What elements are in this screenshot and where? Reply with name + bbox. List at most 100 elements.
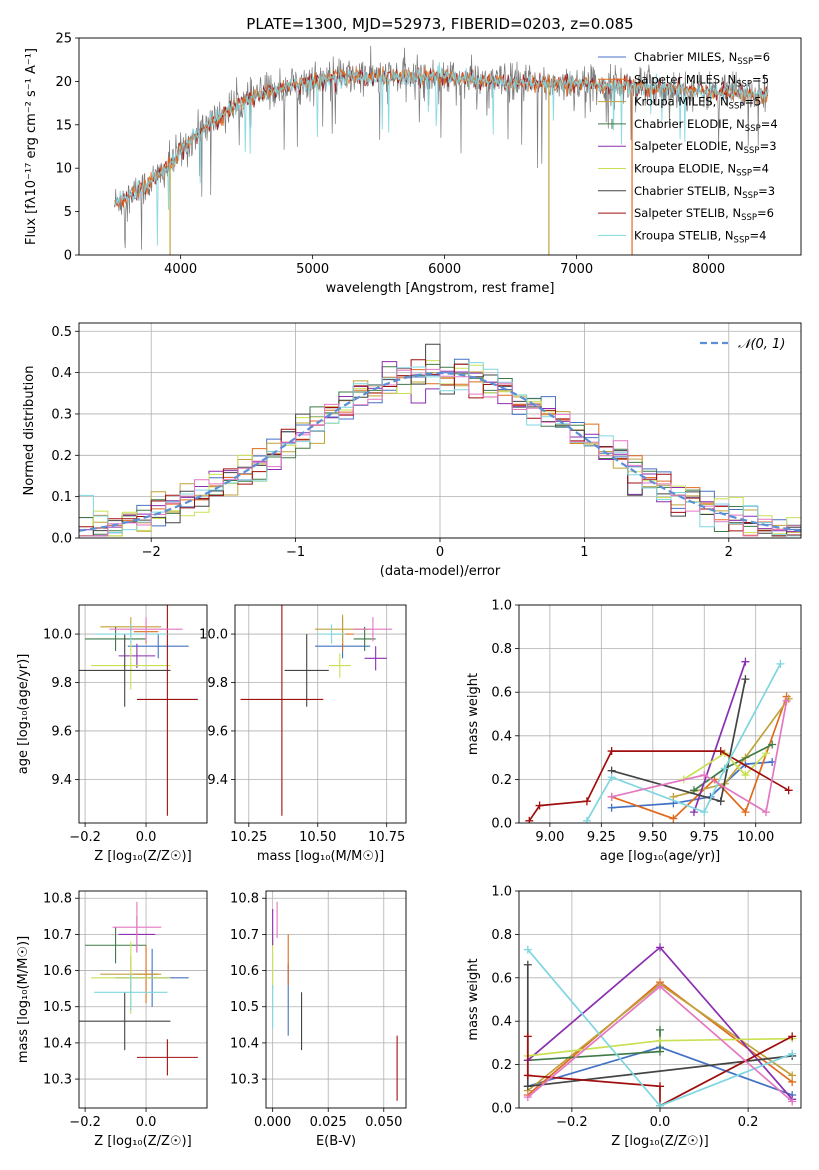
spectrum-title: PLATE=1300, MJD=52973, FIBERID=0203, z=0… xyxy=(246,15,633,33)
series-kroupa-stelib xyxy=(582,659,785,823)
errorbar-point xyxy=(112,901,162,953)
series-marker xyxy=(523,960,532,969)
legend-label: Chabrier STELIB, NSSP=3 xyxy=(634,184,775,201)
series-line xyxy=(673,698,790,798)
errorbar-point xyxy=(79,634,171,707)
series-marker xyxy=(607,803,616,812)
legend-label: Kroupa ELODIE, NSSP=4 xyxy=(634,162,769,179)
errorbar-point xyxy=(364,646,387,671)
x-tick-label: 10.50 xyxy=(299,830,336,845)
histogram-kroupa-stelib xyxy=(79,362,801,537)
series-marker xyxy=(741,808,750,817)
series-marker xyxy=(700,771,709,780)
histogram-extra_pink xyxy=(79,368,801,537)
mass_vs_ebv-x-axis-label: E(B-V) xyxy=(316,1134,356,1149)
legend-label: Chabrier ELODIE, NSSP=4 xyxy=(634,117,778,134)
mass_vs_Z-x-axis-label: Z [log₁₀(Z/Z☉)] xyxy=(94,1134,191,1149)
errorbar-point xyxy=(94,624,168,644)
y-tick-label: 0.2 xyxy=(491,773,512,788)
y-tick-label: 9.8 xyxy=(51,676,72,691)
series-marker xyxy=(776,659,785,668)
series-marker xyxy=(689,808,698,817)
y-tick-label: 10.7 xyxy=(230,928,259,943)
series-marker xyxy=(762,749,771,758)
series-chabrier-stelib xyxy=(523,960,797,1091)
age_vs_Z-points xyxy=(79,605,198,816)
series-salpeter-elodie xyxy=(689,657,750,817)
legend-label: Chabrier MILES, NSSP=6 xyxy=(634,50,770,67)
x-tick-label: 10.00 xyxy=(737,830,774,845)
series-marker xyxy=(788,1032,797,1041)
errorbar-point xyxy=(85,626,147,652)
series-marker xyxy=(535,801,544,810)
age-vs-mass-panel: 10.25 10.50 10.75 9.4 9.6 9.8 10.0 mass [log₁₀(… xyxy=(199,604,407,864)
y-tick-label: 5 xyxy=(64,205,72,220)
errorbar-point xyxy=(109,617,183,642)
x-tick-label: −0.2 xyxy=(69,1115,101,1130)
residuals-legend: 𝒩(0, 1) xyxy=(700,337,785,352)
series-marker xyxy=(656,1082,664,1091)
series-line xyxy=(683,752,767,781)
x-tick-label: 9.75 xyxy=(690,830,719,845)
weight_vs_age-ticks: 9.00 9.25 9.50 9.75 10.00 0.0 0.2 0.4 0.6 0.8 1.0 xyxy=(491,599,774,846)
x-tick-label: 2 xyxy=(725,545,733,560)
mass_vs_Z-y-axis-label: mass [log₁₀(M/M☉)] xyxy=(16,936,31,1063)
series-marker xyxy=(768,740,777,749)
mass-weight-vs-metallicity-panel: −0.2 0.0 0.2 0.0 0.2 0.4 0.6 0.8 1.0 Z [log₁₀(Z/Z… xyxy=(466,885,802,1149)
axes-frame xyxy=(265,890,407,1109)
errorbar-point xyxy=(240,605,324,816)
series-chabrier-stelib xyxy=(607,675,750,806)
weight_vs_Z-ticks: −0.2 0.0 0.2 0.0 0.2 0.4 0.6 0.8 1.0 xyxy=(491,885,758,1131)
age_vs_mass-points xyxy=(240,605,393,816)
y-tick-label: 1.0 xyxy=(491,885,512,900)
residual-histograms xyxy=(79,343,801,537)
weight_vs_Z-series xyxy=(523,943,797,1108)
x-tick-label: 10.25 xyxy=(230,830,267,845)
series-marker xyxy=(607,792,616,801)
errorbar-point xyxy=(353,617,393,642)
y-tick-label: 10.0 xyxy=(199,628,228,643)
residuals-ticks: −2 −1 0 1 2 0.0 0.1 0.2 0.3 0.4 0.5 xyxy=(51,325,733,560)
series-marker xyxy=(523,945,532,954)
series-marker xyxy=(762,808,771,817)
mass-weight-vs-age-panel: 9.00 9.25 9.50 9.75 10.00 0.0 0.2 0.4 0.6 0.8 1.0 a… xyxy=(466,599,802,864)
normal-curve xyxy=(79,371,801,532)
spectrum-panel: 4000 5000 6000 7000 8000 0 5 10 15 20 25 wavelength… xyxy=(24,15,802,296)
series-line xyxy=(611,700,788,814)
mass_vs_Z-points xyxy=(79,901,198,1076)
errorbar-point xyxy=(317,624,346,644)
errorbar-point xyxy=(127,634,189,659)
series-marker xyxy=(656,1036,664,1045)
residuals-panel: −2 −1 0 1 2 0.0 0.1 0.2 0.3 0.4 0.5 (data-model)/er… xyxy=(22,322,802,579)
series-marker xyxy=(656,1047,664,1056)
legend-label: Salpeter STELIB, NSSP=6 xyxy=(634,206,774,223)
spectrum-x-axis-label: wavelength [Angstrom, rest frame] xyxy=(326,281,555,296)
y-tick-label: 0.8 xyxy=(491,642,512,657)
errorbar-point xyxy=(136,1039,198,1076)
y-tick-label: 20 xyxy=(55,75,72,90)
y-tick-label: 0.4 xyxy=(491,729,512,744)
spectrum-lines xyxy=(114,45,769,255)
errorbar-point xyxy=(91,641,171,690)
y-tick-label: 9.6 xyxy=(51,724,72,739)
spectrum-legend: Chabrier MILES, NSSP=6 Salpeter MILES, NS… xyxy=(598,50,778,245)
weight_vs_Z-y-axis-label: mass weight xyxy=(466,958,481,1040)
series-line xyxy=(528,750,790,822)
weight_vs_age-x-axis-label: age [log₁₀(age/yr)] xyxy=(600,849,721,864)
y-tick-label: 10.3 xyxy=(230,1073,259,1088)
residuals-y-axis-label: Normed distribution xyxy=(22,366,37,496)
residuals-x-axis-label: (data-model)/error xyxy=(380,564,501,579)
y-tick-label: 0.4 xyxy=(51,366,72,381)
x-tick-label: 6000 xyxy=(428,262,461,277)
y-tick-label: 0.3 xyxy=(51,407,72,422)
series-marker xyxy=(741,771,750,780)
x-tick-label: 9.50 xyxy=(638,830,667,845)
x-tick-label: 5000 xyxy=(296,262,329,277)
series-marker xyxy=(656,982,664,991)
weight_vs_Z-x-axis-label: Z [log₁₀(Z/Z☉)] xyxy=(611,1134,708,1149)
x-tick-label: −2 xyxy=(142,545,161,560)
errorbar-point xyxy=(85,927,147,964)
age_vs_Z-ticks: −0.2 0.0 9.4 9.6 9.8 10.0 xyxy=(43,628,156,845)
x-tick-label: −0.2 xyxy=(556,1115,588,1130)
y-tick-label: 15 xyxy=(55,118,72,133)
